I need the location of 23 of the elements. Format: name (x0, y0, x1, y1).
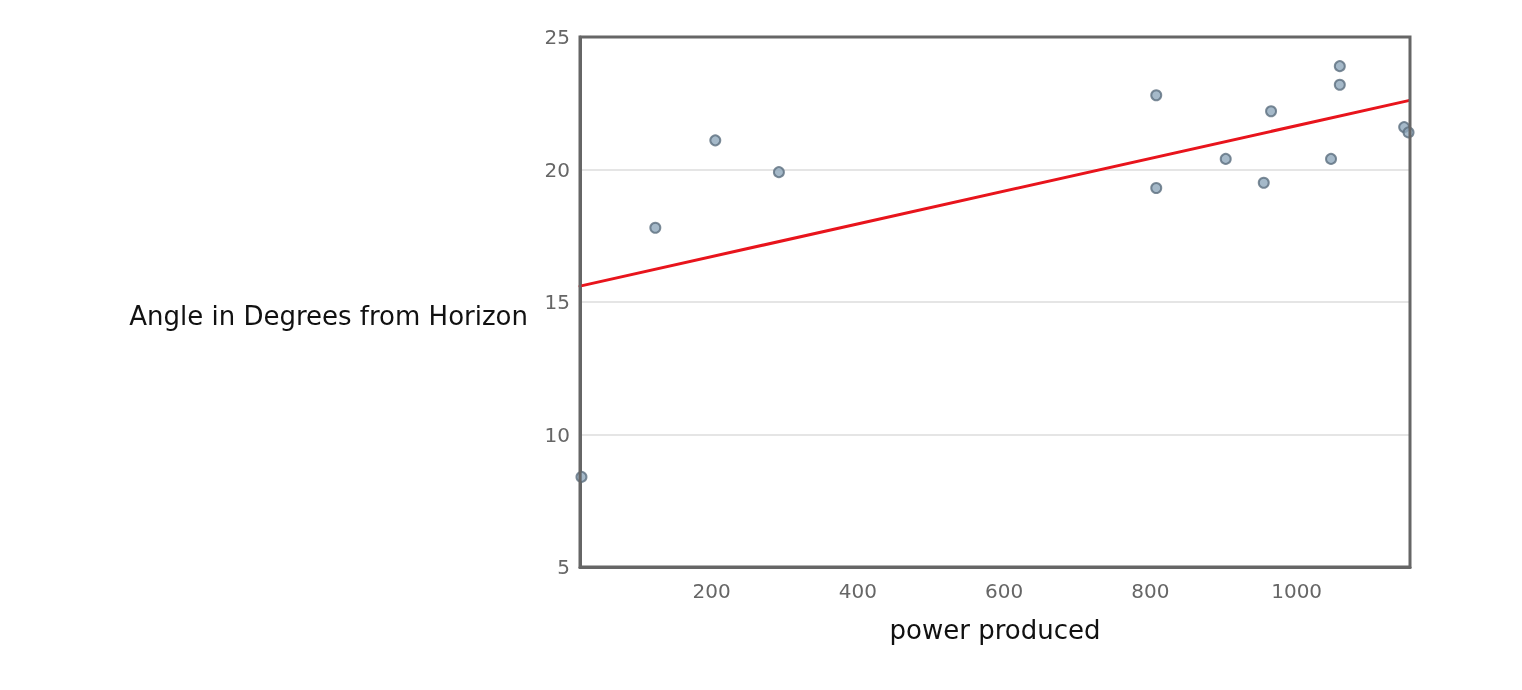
point (1333, 78, 1346, 91)
y-tick-label: 25 (544, 25, 570, 49)
point (649, 221, 662, 234)
point (772, 166, 785, 179)
x-axis-title: power produced (889, 615, 1101, 645)
point (1333, 60, 1346, 73)
point (1219, 152, 1232, 165)
point (1150, 182, 1163, 195)
y-tick-label: 20 (544, 157, 570, 182)
y-tick-label: 15 (544, 290, 570, 314)
x-tick-label: 400 (838, 579, 877, 603)
y-tick-label: 10 (544, 422, 570, 447)
x-tick-label: 600 (985, 579, 1024, 603)
x-tick-label: 200 (692, 579, 731, 603)
point (1150, 89, 1163, 102)
point (1257, 176, 1270, 189)
point (709, 134, 722, 147)
x-tick-label: 1000 (1271, 579, 1323, 603)
point (1325, 152, 1338, 165)
y-axis-title: Angle in Degrees from Horizon (129, 301, 528, 331)
y-tick-label: 5 (557, 555, 570, 579)
x-tick-label: 800 (1131, 579, 1170, 603)
point (1265, 105, 1278, 118)
